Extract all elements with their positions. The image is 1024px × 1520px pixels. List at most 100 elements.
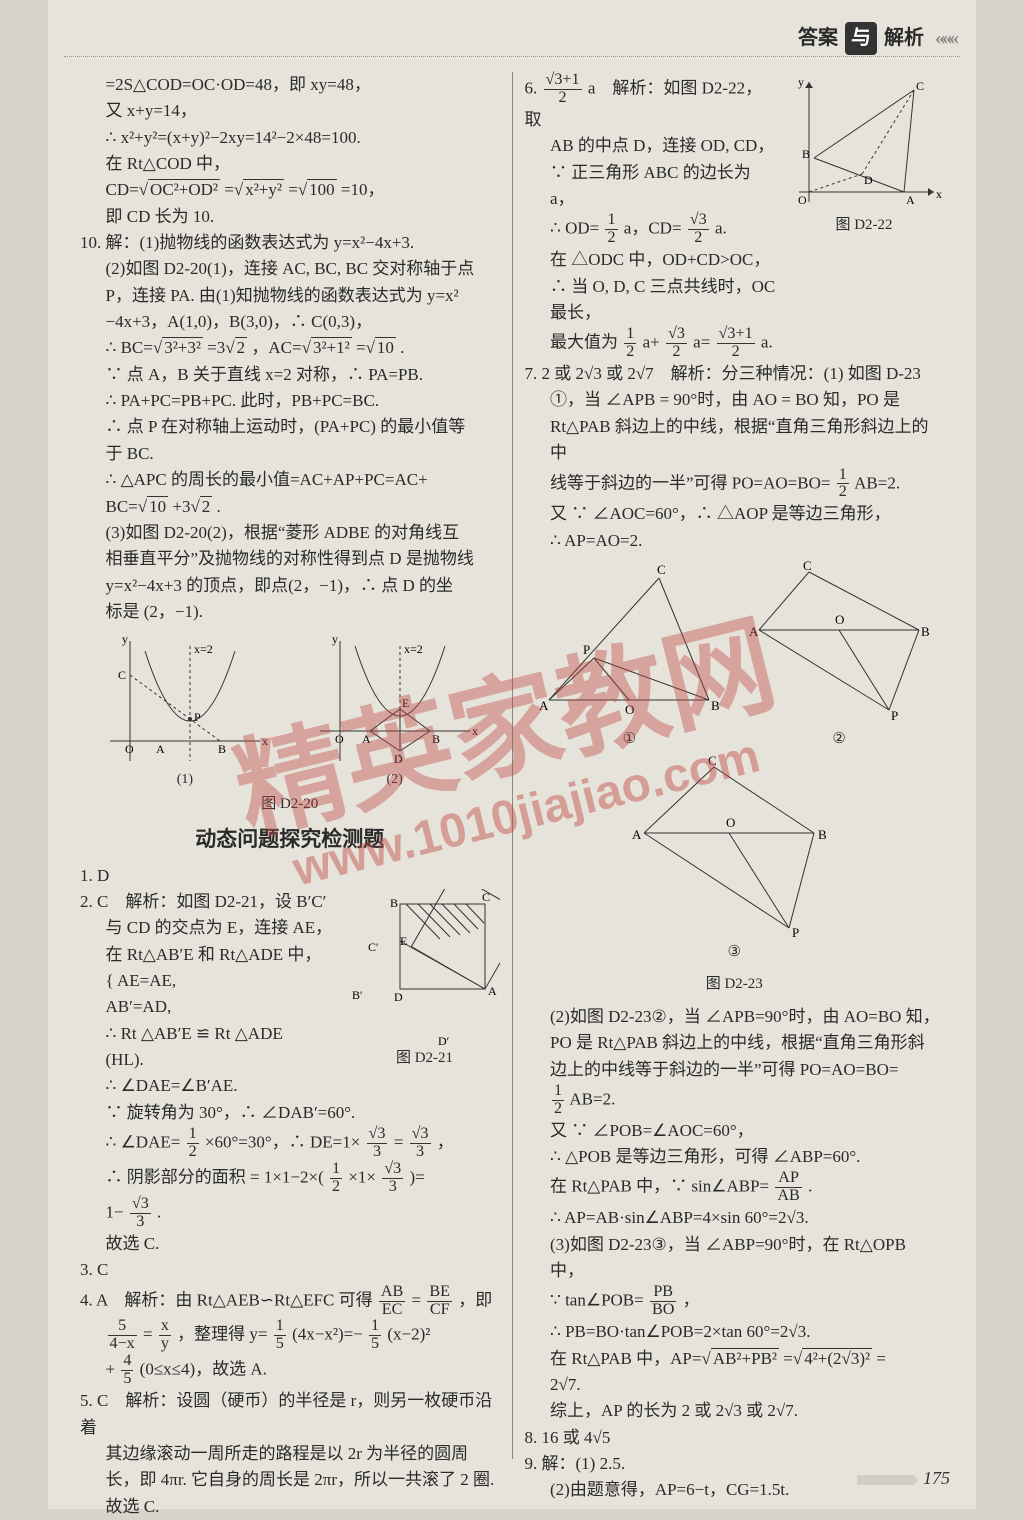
t: 在 Rt△PAB 中，∵ sin∠ABP=	[550, 1177, 769, 1196]
text-line: 其边缘滚动一周所走的路程是以 2r 为半径的圆周	[80, 1441, 500, 1467]
t: a.	[761, 333, 773, 352]
header: 答案 与 解析 «««	[798, 22, 956, 55]
t: x	[159, 1318, 171, 1336]
t: 1	[187, 1126, 199, 1144]
t: √3	[130, 1196, 151, 1214]
svg-text:B: B	[921, 624, 930, 639]
text-line: ∴ AP=AB·sin∠ABP=4×sin 60°=2√3.	[525, 1205, 945, 1231]
rotated-square-figure: C B E C′ B′ D A D′	[350, 889, 500, 1049]
t: x²+y²	[243, 179, 284, 199]
figure-d2-20: x y x=2 C P O A B x y	[80, 631, 500, 771]
t: 1	[369, 1318, 381, 1336]
t: AB	[775, 1188, 801, 1205]
t: ∵ tan∠POB=	[550, 1291, 644, 1310]
t: 2	[605, 230, 617, 247]
triangle-case-1: A B C O P	[529, 560, 729, 730]
svg-text:B: B	[711, 698, 720, 713]
t: 4²+(2√3)²	[802, 1348, 872, 1368]
text-line: 故选 C.	[80, 1231, 500, 1257]
t: 线等于斜边的一半”可得 PO=AO=BO=	[550, 473, 830, 492]
subcap: ③	[525, 941, 945, 964]
text-line: ∴ PB=BO·tan∠POB=2×tan 60°=2√3.	[525, 1319, 945, 1345]
figure-d2-21: C B E C′ B′ D A D′ 图 D2-21	[350, 889, 500, 1078]
svg-text:x: x	[262, 734, 268, 748]
t: √3+1	[717, 326, 755, 344]
t: 3	[367, 1144, 388, 1161]
figure-caption: 图 D2-23	[525, 973, 945, 996]
t: ，AC=	[251, 338, 301, 357]
svg-text:D′: D′	[438, 1034, 450, 1048]
t: 4. A 解析：由 Rt△AEB∽Rt△EFC 可得	[80, 1290, 373, 1309]
svg-text:C: C	[708, 753, 717, 768]
page-number: 175	[857, 1465, 950, 1493]
t: √3	[688, 212, 709, 230]
t: ，	[683, 1291, 700, 1310]
figure-d2-23-row1: A B C O P A B C O P	[525, 560, 945, 730]
triangle-case-3: A B C O P	[614, 753, 854, 943]
t: a，CD=	[624, 219, 682, 238]
svg-text:D: D	[394, 752, 403, 766]
text-line: 在 △ODC 中，OD+CD>OC，	[525, 247, 945, 273]
t: 2	[235, 337, 248, 357]
t: a.	[715, 219, 727, 238]
figure-d2-20-subcaps: (1) (2)	[80, 769, 500, 791]
t: ∴ 阴影部分的面积 = 1×1−2×(	[106, 1167, 324, 1186]
text-line: 即 CD 长为 10.	[80, 204, 500, 230]
text-line: P，连接 PA. 由(1)知抛物线的函数表达式为 y=x²	[80, 283, 500, 309]
t: 2	[666, 344, 687, 361]
text-line: ∴ PA+PC=PB+PC. 此时，PB+PC=BC.	[80, 388, 500, 414]
svg-text:O: O	[726, 815, 735, 830]
text-line: 10. 解：(1)抛物线的函数表达式为 y=x²−4x+3.	[80, 230, 500, 256]
svg-text:A: A	[749, 624, 759, 639]
t: AB	[379, 1284, 405, 1302]
t: OC²+OD²	[148, 179, 220, 199]
svg-text:B: B	[218, 742, 226, 756]
t: EC	[379, 1302, 405, 1319]
svg-text:A: A	[156, 742, 165, 756]
text-line: ∴ △POB 是等边三角形，可得 ∠ABP=60°.	[525, 1144, 945, 1170]
t: a=	[693, 333, 710, 352]
t: .	[217, 497, 221, 516]
text-line: 线等于斜边的一半”可得 PO=AO=BO= 12 AB=2.	[525, 467, 945, 502]
header-arrows: «««	[935, 27, 956, 49]
text-line: (2)如图 D2-20(1)，连接 AC, BC, BC 交对称轴于点	[80, 256, 500, 282]
triangle-case-2: A B C O P	[739, 560, 939, 730]
text-line: PO 是 Rt△PAB 斜边上的中线，根据“直角三角形斜	[525, 1030, 945, 1056]
header-prefix: 答案	[798, 27, 838, 49]
t: √3	[666, 326, 687, 344]
t: .	[808, 1177, 812, 1196]
figure-caption: 图 D2-22	[784, 214, 944, 237]
text-line: (3)如图 D2-20(2)，根据“菱形 ADBE 的对角线互	[80, 520, 500, 546]
t: =	[394, 1133, 404, 1152]
figure-d2-22: x y O B C A D 图 D2-22	[784, 72, 944, 245]
svg-text:B: B	[802, 147, 810, 161]
left-column: =2S△COD=OC·OD=48，即 xy=48， 又 x+y=14， ∴ x²…	[72, 72, 508, 1459]
text-line: (2)如图 D2-23②，当 ∠APB=90°时，由 AO=BO 知，	[525, 1004, 945, 1030]
svg-text:C: C	[482, 890, 490, 904]
svg-text:D: D	[864, 173, 873, 187]
column-divider	[512, 72, 513, 1459]
text-line: y=x²−4x+3 的顶点，即点(2，−1)，∴ 点 D 的坐	[80, 573, 500, 599]
figure-caption: 图 D2-21	[350, 1047, 500, 1070]
t: 5	[274, 1336, 286, 1353]
svg-text:x=2: x=2	[194, 642, 213, 656]
svg-text:C: C	[916, 79, 924, 93]
t: +3	[172, 497, 190, 516]
text-line: 长，即 4πr. 它自身的周长是 2πr，所以一共滚了 2 圈.	[80, 1467, 500, 1493]
t: 2	[837, 484, 849, 501]
t: ∴ BC=	[106, 338, 153, 357]
svg-text:C: C	[803, 560, 812, 573]
t: =	[143, 1325, 153, 1344]
svg-text:A: A	[906, 193, 915, 207]
t: 1	[837, 467, 849, 485]
t: √3	[410, 1126, 431, 1144]
text-line: ①，当 ∠APB = 90°时，由 AO = BO 知，PO 是	[525, 387, 945, 413]
svg-text:A: A	[362, 732, 371, 746]
t: √3	[382, 1161, 403, 1179]
text-line: 4. A 解析：由 Rt△AEB∽Rt△EFC 可得 ABEC = BECF ，…	[80, 1284, 500, 1319]
t: √3	[367, 1126, 388, 1144]
svg-text:y: y	[332, 632, 338, 646]
t: 2	[544, 90, 582, 107]
text-line: ∴ 阴影部分的面积 = 1×1−2×( 12 ×1× √33 )=	[80, 1161, 500, 1196]
text-line: 又 x+y=14，	[80, 98, 500, 124]
